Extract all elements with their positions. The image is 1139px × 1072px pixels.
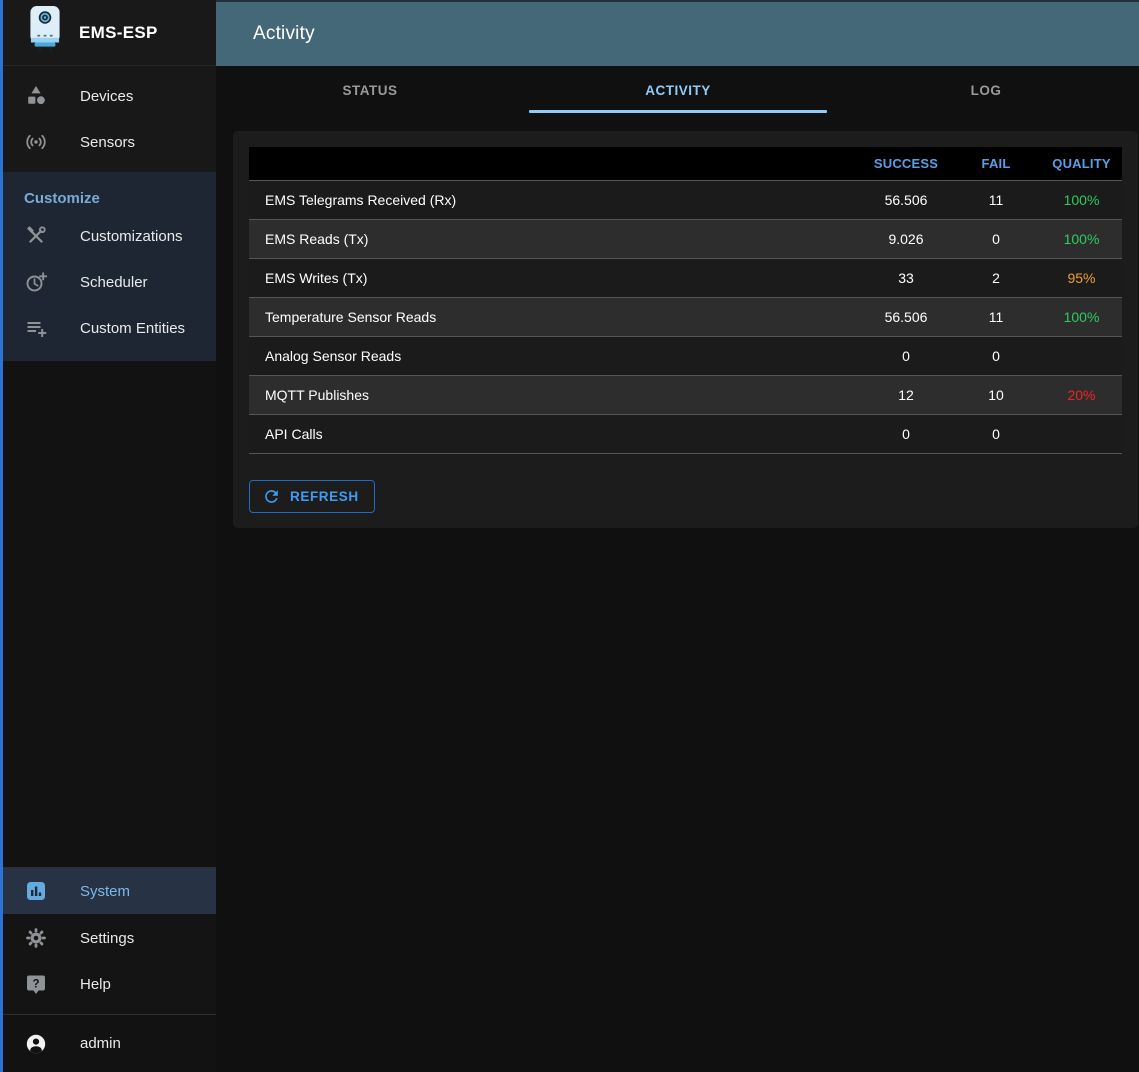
bar-chart-icon [24,879,48,903]
metric-name: EMS Reads (Tx) [265,231,369,247]
sidebar-item-label: Devices [80,87,134,105]
sidebar-item-label: Settings [80,929,135,947]
category-icon [24,84,48,108]
sidebar-item-label: Sensors [80,133,136,151]
sidebar: EMS-ESP Devices [3,0,216,1072]
table-row: EMS Writes (Tx) 33 2 95% [249,259,1122,298]
tab-activity[interactable]: ACTIVITY [524,66,832,114]
table-row: API Calls 0 0 [249,415,1122,454]
sidebar-item-label: Customizations [80,227,183,245]
user-name: admin [80,1035,121,1052]
table-row: Temperature Sensor Reads 56.506 11 100% [249,298,1122,337]
gear-icon [24,926,48,950]
sidebar-item-sensors[interactable]: Sensors [3,119,216,165]
sidebar-logo-header: EMS-ESP [3,0,216,66]
sidebar-nav-bottom: Settings ? Help [3,914,216,1014]
tab-log[interactable]: LOG [970,82,1002,98]
metric-name: Temperature Sensor Reads [265,309,437,325]
activity-panel: SUCCESS FAIL QUALITY EMS Telegrams Recei… [233,131,1138,528]
page-title: Activity [253,23,315,44]
boiler-logo-icon [24,5,66,60]
success-value: 9.026 [888,231,924,247]
fail-value: 0 [992,348,1000,364]
tabbar: STATUS ACTIVITY LOG [216,66,1139,114]
column-header-success: SUCCESS [873,156,939,171]
refresh-button[interactable]: REFRESH [249,480,375,513]
app-title: EMS-ESP [79,22,158,42]
column-header-fail: FAIL [981,156,1011,171]
sidebar-item-label: Help [80,975,111,993]
sidebar-item-scheduler[interactable]: Scheduler [3,259,216,305]
table-row: EMS Telegrams Received (Rx) 56.506 11 10… [249,181,1122,220]
sidebar-item-help[interactable]: ? Help [3,961,216,1007]
sidebar-divider-bottom [3,1014,216,1015]
metric-name: Analog Sensor Reads [265,348,402,364]
metric-name: EMS Writes (Tx) [265,270,368,286]
svg-text:?: ? [32,978,39,990]
activity-table: SUCCESS FAIL QUALITY EMS Telegrams Recei… [249,147,1122,454]
construction-icon [24,224,48,248]
refresh-button-label: REFRESH [290,489,359,504]
fail-value: 11 [988,309,1004,325]
tab-status[interactable]: STATUS [342,82,398,98]
success-value: 0 [902,348,910,364]
account-icon [24,1032,48,1056]
quality-value: 95% [1067,270,1096,286]
quality-value: 100% [1063,192,1100,208]
sidebar-item-label: System [80,882,131,900]
sidebar-divider [3,867,216,868]
left-edge-strip [0,0,3,1072]
help-icon: ? [24,972,48,996]
refresh-icon [262,487,281,506]
fail-value: 2 [992,270,1000,286]
quality-value: 100% [1063,309,1100,325]
sidebar-item-label: Scheduler [80,273,148,291]
sidebar-customize-section: Customize Customizations [3,172,216,361]
sidebar-item-label: Custom Entities [80,319,186,337]
customize-section-label: Customize [24,190,100,207]
success-value: 56.506 [884,192,928,208]
main-content: Activity STATUS ACTIVITY LOG SUCCESS FAI… [216,0,1139,1072]
table-header-row: SUCCESS FAIL QUALITY [249,147,1122,181]
success-value: 12 [898,387,914,403]
sidebar-spacer [3,361,216,867]
sidebar-item-custom-entities[interactable]: Custom Entities [3,305,216,351]
table-row: EMS Reads (Tx) 9.026 0 100% [249,220,1122,259]
fail-value: 10 [988,387,1004,403]
quality-value: 100% [1063,231,1100,247]
success-value: 33 [898,270,914,286]
sidebar-item-customizations[interactable]: Customizations [3,213,216,259]
sidebar-item-settings[interactable]: Settings [3,915,216,961]
fail-value: 11 [988,192,1004,208]
metric-name: MQTT Publishes [265,387,369,403]
success-value: 0 [902,426,910,442]
metric-name: API Calls [265,426,323,442]
fail-value: 0 [992,231,1000,247]
table-row: Analog Sensor Reads 0 0 [249,337,1122,376]
column-header-quality: QUALITY [1052,156,1111,171]
sidebar-item-system[interactable]: System [3,868,216,914]
playlist-add-icon [24,316,48,340]
success-value: 56.506 [884,309,928,325]
sidebar-item-devices[interactable]: Devices [3,73,216,119]
sidebar-user[interactable]: admin [3,1015,216,1072]
fail-value: 0 [992,426,1000,442]
table-row: MQTT Publishes 12 10 20% [249,376,1122,415]
quality-value: 20% [1067,387,1096,403]
sidebar-nav-top: Devices Sensors [3,66,216,172]
appbar: Activity [216,0,1139,66]
sensors-icon [24,130,48,154]
more-time-icon [24,270,48,294]
metric-name: EMS Telegrams Received (Rx) [265,192,457,208]
